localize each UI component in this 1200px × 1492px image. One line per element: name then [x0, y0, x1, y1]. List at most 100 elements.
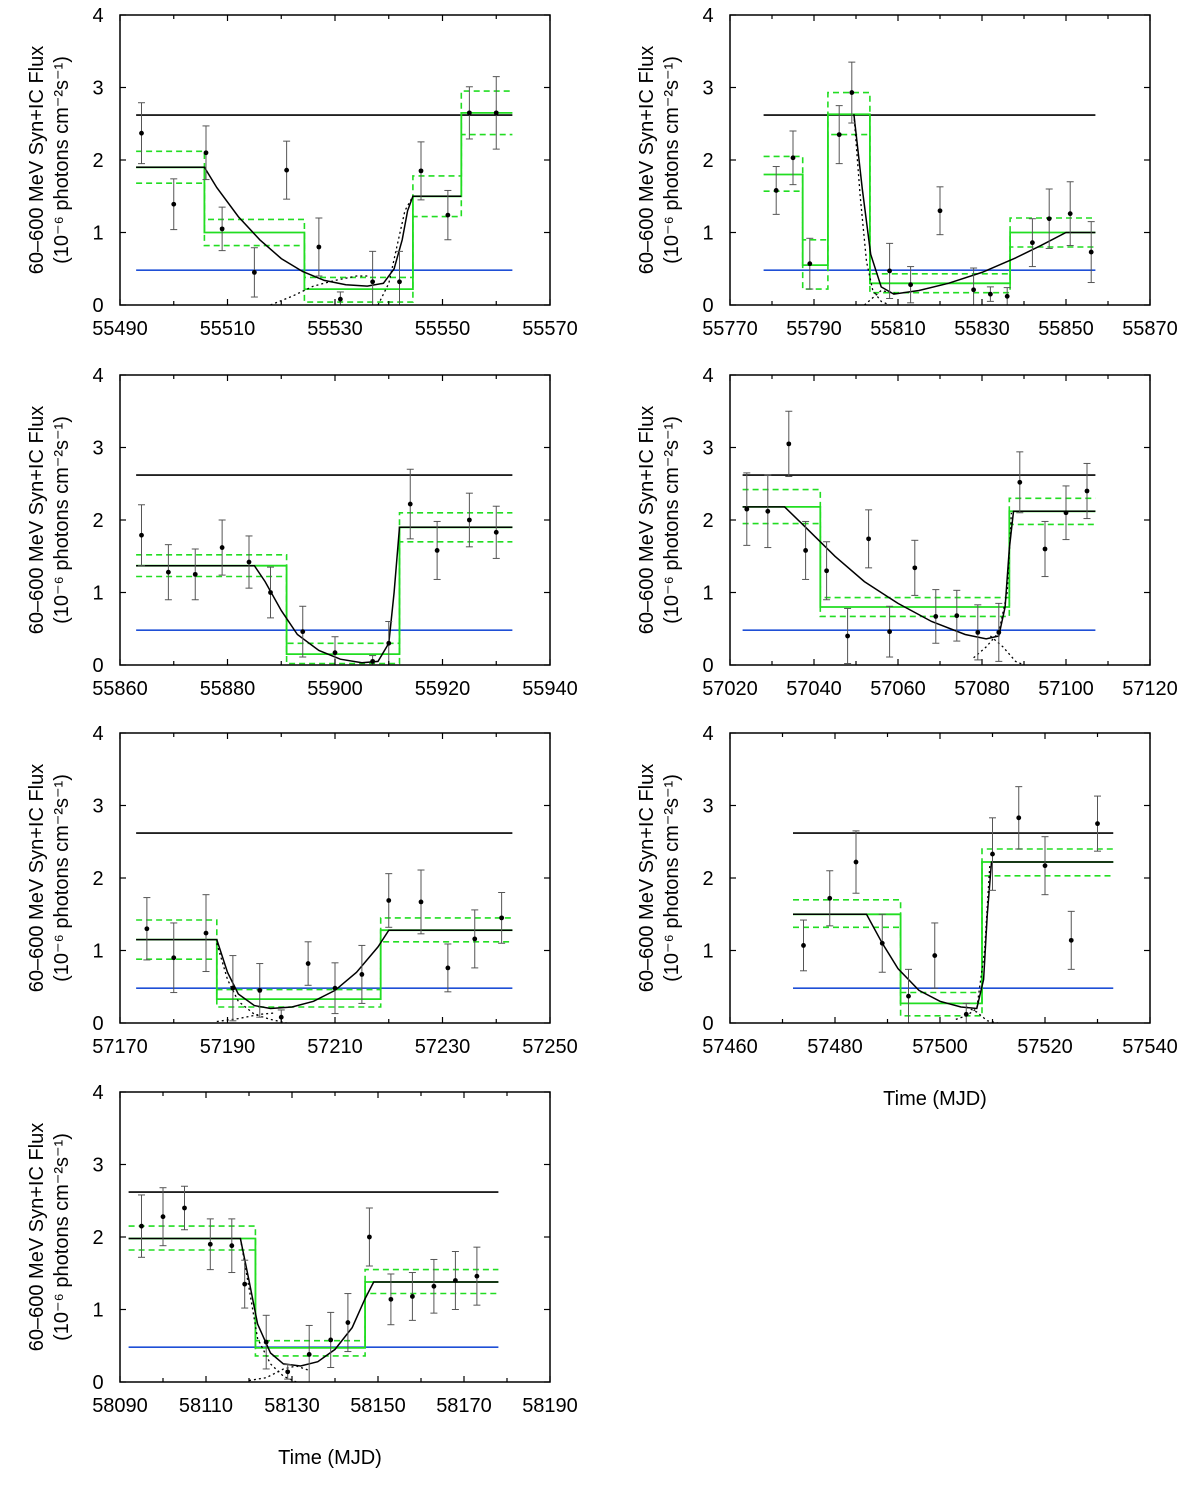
step-upper-bound [763, 91, 1096, 275]
dotted-component-2 [989, 635, 1025, 665]
data-point [229, 1243, 235, 1249]
data-point [328, 1337, 334, 1343]
data-point [139, 1223, 144, 1229]
data-point [300, 629, 306, 635]
data-point [407, 501, 413, 507]
y-tick-label: 3 [92, 1155, 103, 1177]
step-lower-bound [742, 522, 1096, 618]
y-tick-label: 1 [702, 223, 713, 245]
x-tick-label: 55510 [200, 318, 256, 340]
plot-frame [119, 1091, 551, 1383]
data-point [242, 1281, 248, 1287]
step-upper-bound [136, 511, 513, 645]
data-point [988, 291, 993, 297]
data-point [996, 629, 1002, 635]
data-point [1095, 821, 1100, 827]
x-tick-label: 57210 [307, 1036, 363, 1058]
y-tick-label: 0 [702, 1013, 713, 1035]
data-point [1046, 216, 1052, 222]
x-tick-label: 55920 [415, 678, 471, 700]
data-point [257, 987, 263, 993]
data-point [418, 168, 424, 174]
data-point [305, 961, 311, 966]
y-tick-label: 2 [702, 868, 713, 890]
model-curve [136, 929, 513, 1010]
model-curve [136, 166, 462, 287]
y-axis-title-line2: (10⁻⁶ photons cm⁻²s⁻¹) [51, 774, 73, 982]
panel-3: 0 1 2 3 4 55860 55880 55900 55920 55940 60–600 MeV… [26, 365, 578, 700]
x-tick-label: 57480 [807, 1036, 863, 1058]
y-tick-label: 3 [702, 438, 713, 460]
data-point [933, 614, 939, 619]
data-point [466, 110, 472, 116]
data-point [975, 629, 981, 635]
y-tick-label: 4 [92, 5, 103, 27]
y-tick-label: 2 [702, 150, 713, 172]
data-point [386, 898, 392, 903]
y-axis-title-line2: (10⁻⁶ photons cm⁻²s⁻¹) [661, 774, 683, 982]
step-lower-bound [763, 133, 1096, 294]
data-point [171, 201, 177, 207]
x-tick-label: 57520 [1017, 1036, 1073, 1058]
y-tick-label: 3 [702, 796, 713, 818]
x-tick-label: 55530 [307, 318, 363, 340]
x-tick-label: 55790 [786, 318, 842, 340]
data-point [786, 441, 792, 447]
x-tick-label: 57170 [92, 1036, 148, 1058]
data-point [773, 188, 779, 193]
step-upper-bound [136, 917, 513, 991]
x-tick-label: 57080 [954, 678, 1010, 700]
data-point [1042, 863, 1048, 869]
data-point [765, 508, 771, 514]
data-point [824, 568, 829, 574]
data-point [431, 1283, 437, 1289]
panel-6: 0 1 2 3 4 57460 57480 57500 57520 57540 60–600 MeV… [636, 723, 1178, 1110]
data-point [251, 269, 257, 275]
data-point [246, 559, 252, 565]
y-tick-label: 0 [92, 295, 103, 317]
data-point [219, 545, 225, 550]
data-point [1017, 479, 1023, 485]
x-tick-label: 57100 [1038, 678, 1094, 700]
x-tick-label: 58090 [92, 1395, 148, 1417]
step-upper-bound [136, 90, 513, 279]
step-lower-bound [128, 1249, 499, 1357]
y-axis-title-line2: (10⁻⁶ photons cm⁻²s⁻¹) [51, 56, 73, 264]
data-point [1067, 211, 1073, 217]
y-tick-label: 2 [92, 510, 103, 532]
data-point [453, 1278, 458, 1283]
data-point [1068, 937, 1074, 943]
data-point [284, 167, 290, 173]
data-point [165, 569, 171, 575]
x-tick-label: 58150 [350, 1395, 406, 1417]
data-point [866, 536, 871, 542]
data-point [345, 1320, 351, 1325]
x-tick-label: 57250 [522, 1036, 578, 1058]
x-tick-label: 58130 [264, 1395, 320, 1417]
y-axis-title-line2: (10⁻⁶ photons cm⁻²s⁻¹) [661, 56, 683, 264]
y-tick-label: 4 [702, 723, 713, 745]
y-axis-title-line1: 60–600 MeV Syn+IC Flux [26, 1123, 48, 1351]
data-point [801, 943, 806, 948]
y-tick-label: 1 [702, 941, 713, 963]
plot-frame [119, 374, 551, 666]
panel-2: 0 1 2 3 4 55770 55790 55810 55830 55850 55870 60–60… [636, 5, 1178, 340]
data-point [418, 899, 424, 905]
x-tick-label: 55880 [200, 678, 256, 700]
x-tick-label: 57060 [870, 678, 926, 700]
data-point [278, 1014, 284, 1020]
data-point [803, 548, 808, 553]
data-point [171, 955, 177, 961]
y-tick-label: 0 [702, 295, 713, 317]
data-point [906, 993, 911, 999]
step-lower-bound [136, 541, 513, 665]
data-point [203, 930, 209, 936]
y-tick-label: 1 [702, 583, 713, 605]
dotted-component-2 [863, 289, 899, 305]
dotted-component-1 [270, 275, 368, 305]
x-tick-label: 55770 [702, 318, 758, 340]
y-tick-label: 3 [92, 796, 103, 818]
data-point [1063, 510, 1069, 516]
data-point [1084, 488, 1090, 494]
